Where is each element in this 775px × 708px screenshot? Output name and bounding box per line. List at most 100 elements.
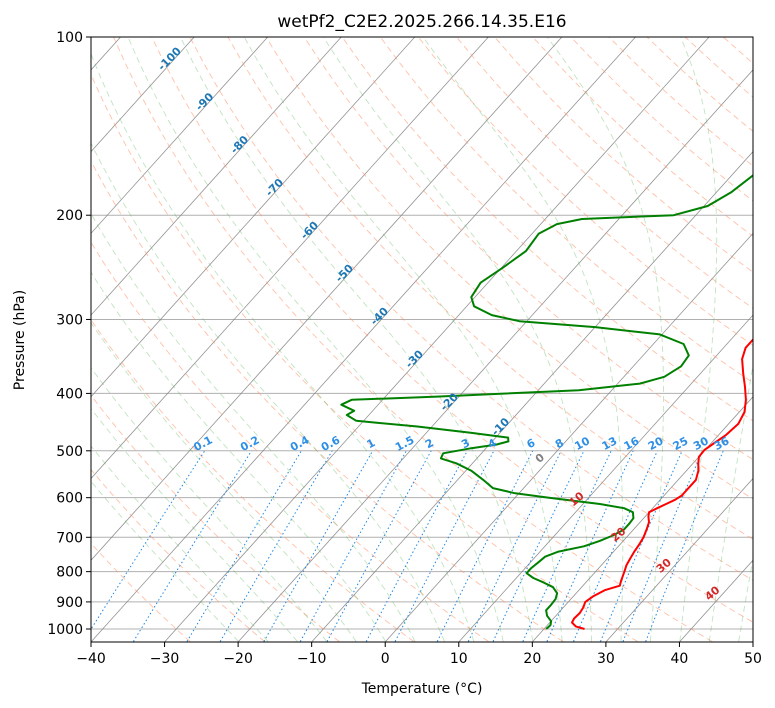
pressure-gridlines: [91, 36, 753, 630]
mixing-ratio-line: [600, 450, 683, 642]
dry-adiabat: [456, 37, 753, 309]
dry-adiabat-label: -50: [333, 262, 356, 285]
x-tick-label: −30: [150, 651, 180, 667]
y-tick-label: 300: [56, 312, 83, 328]
mixing-ratio-label: 16: [622, 434, 642, 453]
y-tick-label: 900: [56, 595, 83, 611]
dry-adiabat: [91, 394, 340, 642]
moist-adiabat: [679, 37, 718, 642]
isotherm: [311, 151, 753, 642]
moist-adiabat: [127, 37, 504, 642]
isotherm: [532, 396, 753, 642]
dry-adiabat: [91, 160, 564, 642]
dry-adiabat: [189, 37, 753, 581]
mixing-ratio-line: [546, 450, 634, 642]
moist-adiabat: [243, 37, 563, 642]
mixing-ratio-line: [132, 450, 252, 642]
x-tick-label: 20: [523, 651, 541, 667]
line-labels: 0.1 0.2 0.4 0.6 1 1.5 2 3 4 6 8 10 13 16 20 25 30 36-100-…: [155, 44, 731, 603]
y-tick-label: 600: [56, 491, 83, 507]
dry-adiabat: [418, 37, 753, 346]
dry-adiabat: [227, 37, 753, 540]
isotherm: [91, 37, 268, 234]
isotherm: [238, 69, 753, 642]
isotherm: [91, 37, 195, 153]
dry-adiabat-label: -100: [155, 44, 184, 73]
isotherm: [458, 314, 753, 642]
mixing-ratio-label: 10: [572, 434, 592, 453]
chart-title: wetPf2_C2E2.2025.266.14.35.E16: [277, 12, 566, 32]
moist-adiabat: [91, 322, 357, 642]
dry-adiabat: [91, 542, 191, 642]
mixing-ratio-line: [492, 450, 585, 642]
moist-adiabat: [708, 361, 753, 642]
moist-adiabat: [91, 212, 416, 642]
x-tick-label: −40: [76, 651, 106, 667]
moist-adiabat: [91, 52, 475, 642]
x-tick-label: 50: [744, 651, 762, 667]
dry-adiabat: [151, 37, 753, 623]
mixing-ratio-label: 6: [525, 436, 538, 451]
mixing-ratio-line: [645, 450, 724, 642]
x-axis: −40 −30 −20 −10 0 10 20 30 40 50: [76, 642, 762, 667]
y-axis: 100 200 300 400 500 600 700 800 900 1000: [47, 30, 91, 638]
dry-adiabat: [91, 319, 415, 642]
y-tick-label: 500: [56, 444, 83, 460]
isotherms: [91, 37, 775, 642]
moist-adiabat: [91, 480, 239, 642]
moist-adiabat: [91, 142, 445, 642]
isotherm: [606, 477, 753, 642]
mixing-ratio-label: 2: [423, 436, 436, 451]
moist-adiabat-label: 0: [533, 451, 547, 466]
x-tick-label: −10: [297, 651, 327, 667]
dry-adiabats: [91, 37, 753, 642]
y-tick-label: 400: [56, 386, 83, 402]
isotherm: [91, 37, 342, 316]
mixing-ratio-label: 25: [671, 434, 691, 453]
dry-adiabat: [113, 37, 713, 642]
moist-adiabat-label: 10: [567, 489, 587, 509]
mixing-ratio-label: 30: [691, 434, 711, 453]
moist-adiabat: [91, 445, 269, 642]
mixing-ratio-line: [365, 450, 468, 642]
y-axis-label: Pressure (hPa): [12, 290, 28, 390]
mixing-ratio-label: 13: [600, 434, 620, 453]
mixing-ratio-line: [186, 450, 302, 642]
y-tick-label: 800: [56, 565, 83, 581]
mixing-ratio-line: [263, 450, 374, 642]
isotherm: [679, 559, 753, 642]
dry-adiabat: [532, 37, 753, 237]
isotherm: [91, 37, 489, 480]
dry-adiabat-label: -90: [193, 90, 216, 113]
sounding-profiles: [340, 174, 753, 630]
mixing-ratio-line: [219, 450, 333, 642]
dry-adiabat-label: -80: [228, 133, 251, 156]
dry-adiabat: [265, 37, 753, 500]
x-axis-label: Temperature (°C): [361, 681, 483, 697]
y-tick-label: 700: [56, 530, 83, 546]
x-tick-label: 40: [671, 651, 689, 667]
isotherm: [385, 232, 753, 642]
x-tick-label: 0: [381, 651, 390, 667]
x-tick-label: 30: [597, 651, 615, 667]
mixing-ratio-line: [394, 450, 495, 642]
isotherm: [91, 37, 416, 398]
mixing-ratio-line: [91, 450, 206, 631]
dry-adiabat: [646, 37, 753, 132]
dry-adiabat: [91, 468, 265, 642]
y-tick-label: 1000: [47, 622, 83, 638]
mixing-ratio-lines: [91, 450, 724, 642]
y-tick-label: 100: [56, 30, 83, 46]
dry-adiabat-label: -40: [368, 304, 391, 327]
moist-adiabat: [91, 271, 386, 642]
dewpoint-profile: [340, 174, 753, 630]
moist-adiabats: [91, 37, 753, 642]
temperature-profile: [571, 338, 753, 630]
moist-adiabat: [91, 407, 298, 642]
moist-adiabat: [422, 37, 624, 642]
mixing-ratio-line: [326, 450, 432, 642]
dry-adiabat: [91, 73, 638, 642]
isotherm: [753, 37, 775, 642]
dry-adiabat-label: -30: [403, 347, 426, 370]
